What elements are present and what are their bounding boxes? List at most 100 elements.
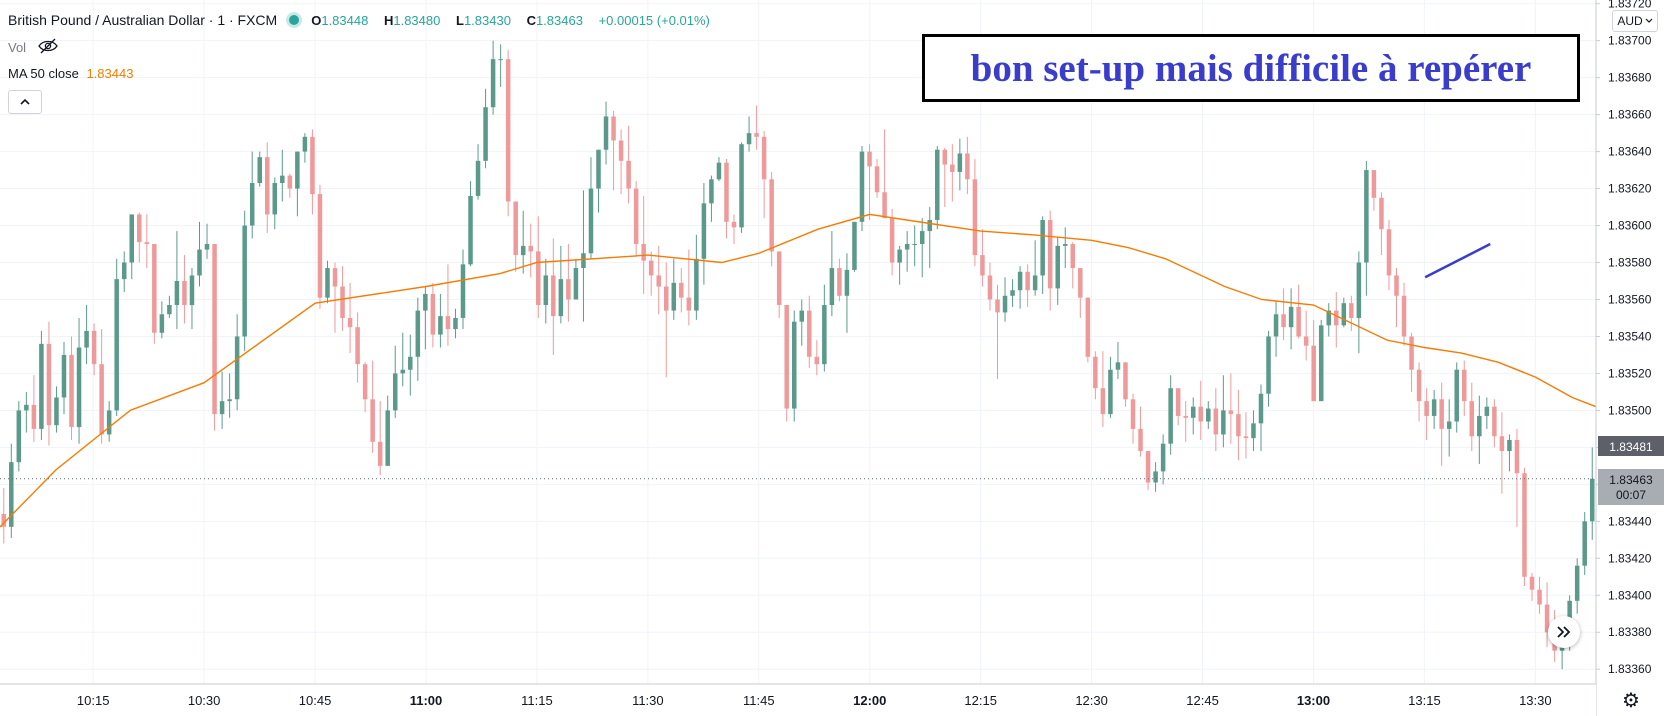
currency-select[interactable]: AUD bbox=[1612, 10, 1658, 32]
x-tick-label: 11:00 bbox=[410, 693, 443, 708]
candle-body bbox=[152, 244, 157, 333]
candle-body bbox=[618, 140, 624, 161]
candle-body bbox=[701, 203, 707, 259]
y-tick-label: 1.83500 bbox=[1608, 403, 1652, 417]
ma-label: MA 50 close bbox=[8, 66, 79, 81]
candle-body bbox=[61, 354, 67, 398]
candle-body bbox=[980, 255, 985, 276]
candle-body bbox=[1439, 399, 1444, 429]
candle-body bbox=[731, 221, 737, 228]
candle-body bbox=[415, 310, 421, 357]
candle-body bbox=[370, 399, 375, 442]
candle-body bbox=[814, 356, 820, 365]
candle-body bbox=[844, 269, 850, 296]
x-tick-label: 11:30 bbox=[632, 693, 664, 708]
candle-body bbox=[1221, 410, 1226, 435]
candle-body bbox=[129, 214, 135, 263]
y-tick-label: 1.83660 bbox=[1608, 108, 1652, 122]
candle-body bbox=[159, 314, 165, 333]
time-scale[interactable]: 10:15 10:30 10:45 11:00 11:15 11:30 11:45 12:00… bbox=[77, 693, 1552, 708]
x-tick-label: 11:15 bbox=[521, 693, 553, 708]
ma-indicator[interactable]: MA 50 close 1.83443 bbox=[8, 66, 133, 81]
candle-body bbox=[1138, 428, 1143, 452]
candle-body bbox=[1484, 406, 1490, 416]
candle-body bbox=[566, 279, 571, 300]
candle-body bbox=[287, 175, 293, 189]
candle-body bbox=[551, 275, 556, 317]
open-label: O bbox=[311, 12, 322, 28]
candle-body bbox=[807, 310, 812, 357]
candle-body bbox=[1085, 297, 1091, 357]
candle-body bbox=[641, 244, 646, 261]
candle-body bbox=[716, 162, 722, 180]
y-tick-label: 1.83720 bbox=[1608, 0, 1652, 11]
candle-body bbox=[1266, 336, 1271, 394]
candle-body bbox=[1288, 306, 1294, 328]
candle-body bbox=[746, 133, 752, 145]
candle-body bbox=[603, 116, 609, 150]
x-tick-label: 13:00 bbox=[1297, 693, 1330, 708]
candle-body bbox=[302, 136, 308, 152]
time-scale-bg bbox=[0, 684, 1596, 716]
candle-body bbox=[1529, 576, 1535, 590]
candle-body bbox=[822, 305, 827, 365]
candle-body bbox=[505, 59, 511, 202]
candle-body bbox=[468, 195, 473, 265]
candle-body bbox=[784, 305, 789, 409]
candle-body bbox=[1160, 443, 1166, 472]
candle-body bbox=[686, 297, 692, 311]
candle-body bbox=[1446, 421, 1452, 429]
candle-body bbox=[528, 245, 534, 252]
candle-body bbox=[520, 245, 526, 256]
y-tick-label: 1.83560 bbox=[1608, 292, 1652, 306]
candle-body bbox=[438, 316, 443, 335]
candle-body bbox=[761, 136, 767, 180]
candle-body bbox=[837, 268, 842, 296]
candle-body bbox=[709, 179, 714, 204]
candle-body bbox=[1349, 303, 1354, 318]
candle-body bbox=[1574, 565, 1580, 601]
y-tick-label: 1.83360 bbox=[1608, 662, 1652, 676]
candle-body bbox=[1582, 521, 1587, 566]
candle-body bbox=[1198, 406, 1204, 422]
candle-body bbox=[1507, 439, 1512, 452]
annotation-text-box[interactable]: bon set-up mais difficile à repérer bbox=[922, 34, 1580, 102]
candle-body bbox=[1206, 408, 1211, 422]
candle-body bbox=[310, 136, 315, 195]
collapse-legend-button[interactable] bbox=[8, 90, 42, 114]
candle-body bbox=[1499, 436, 1505, 452]
candle-body bbox=[859, 151, 865, 222]
candle-body bbox=[475, 160, 481, 196]
candle-body bbox=[392, 373, 398, 411]
symbol-title[interactable]: British Pound / Australian Dollar · 1 · … bbox=[8, 12, 278, 28]
candle-body bbox=[167, 305, 172, 315]
candle-body bbox=[679, 282, 684, 298]
candle-body bbox=[972, 179, 978, 256]
candle-body bbox=[633, 188, 639, 245]
candle-body bbox=[919, 231, 925, 245]
candle-body bbox=[137, 214, 142, 243]
candle-body bbox=[829, 268, 835, 306]
candle-body bbox=[257, 157, 262, 184]
candle-body bbox=[174, 280, 180, 306]
candle-body bbox=[1123, 362, 1128, 400]
scroll-to-realtime-button[interactable] bbox=[1548, 616, 1580, 648]
x-tick-label: 11:45 bbox=[743, 693, 775, 708]
candle-body bbox=[799, 310, 805, 322]
candle-body bbox=[182, 280, 187, 306]
volume-indicator[interactable]: Vol bbox=[8, 38, 58, 57]
x-tick-label: 12:15 bbox=[964, 693, 997, 708]
candle-body bbox=[249, 183, 255, 226]
candle-body bbox=[212, 244, 217, 415]
eye-off-icon[interactable] bbox=[38, 38, 58, 57]
candle-body bbox=[1153, 471, 1158, 483]
x-tick-label: 10:15 bbox=[77, 693, 110, 708]
candle-body bbox=[377, 441, 383, 466]
gear-icon[interactable]: ⚙ bbox=[1622, 690, 1640, 712]
candle-body bbox=[16, 410, 22, 463]
y-tick-label: 1.83640 bbox=[1608, 145, 1652, 159]
annotation-trend-line[interactable] bbox=[1424, 242, 1491, 279]
candle-body bbox=[1093, 356, 1098, 389]
candle-body bbox=[1394, 275, 1399, 296]
